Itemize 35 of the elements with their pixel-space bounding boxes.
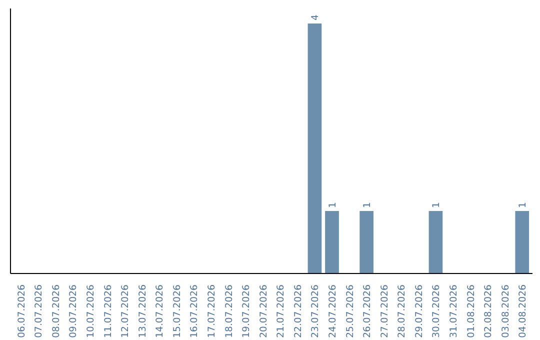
x-tick-label: 14.07.2026	[154, 284, 166, 338]
x-tick-label: 13.07.2026	[137, 284, 148, 338]
x-tick-label: 24.07.2026	[327, 284, 338, 338]
x-tick-label: 22.07.2026	[292, 284, 304, 338]
x-tick-label: 16.07.2026	[189, 284, 200, 338]
x-tick-label: 07.07.2026	[34, 284, 45, 338]
x-tick-label: 15.07.2026	[172, 284, 183, 338]
x-tick-label: 10.07.2026	[86, 284, 97, 338]
x-tick-label: 12.07.2026	[120, 284, 132, 338]
x-tick-label: 18.07.2026	[224, 284, 235, 338]
x-tick-label: 19.07.2026	[241, 284, 252, 338]
x-tick-label: 27.07.2026	[379, 284, 390, 338]
x-tick-label: 30.07.2026	[431, 284, 442, 338]
x-tick-label: 28.07.2026	[396, 284, 408, 338]
x-tick-label: 20.07.2026	[258, 284, 270, 338]
x-tick-label: 17.07.2026	[206, 284, 218, 338]
x-tick-label: 11.07.2026	[102, 284, 114, 338]
x-tick-label: 06.07.2026	[16, 284, 28, 338]
x-tick-label: 01.08.2026	[466, 284, 477, 338]
x-tick-label: 29.07.2026	[414, 284, 425, 338]
x-tick-label: 31.07.2026	[448, 284, 460, 338]
x-tick-label: 25.07.2026	[344, 284, 356, 338]
x-tick-label: 23.07.2026	[310, 284, 322, 338]
x-tick-label: 26.07.2026	[362, 284, 374, 338]
x-tick-label: 03.08.2026	[500, 284, 512, 338]
data-label: 4	[310, 14, 322, 20]
x-tick-label: 02.08.2026	[483, 284, 494, 338]
data-label: 1	[431, 202, 442, 208]
x-tick-label: 21.07.2026	[276, 284, 287, 338]
x-tick-label: 09.07.2026	[68, 284, 80, 338]
x-tick-label: 04.08.2026	[518, 284, 529, 338]
x-tick-label: 08.07.2026	[50, 284, 62, 338]
data-label: 1	[518, 202, 529, 208]
data-label: 1	[327, 202, 338, 208]
data-label: 1	[362, 202, 374, 208]
